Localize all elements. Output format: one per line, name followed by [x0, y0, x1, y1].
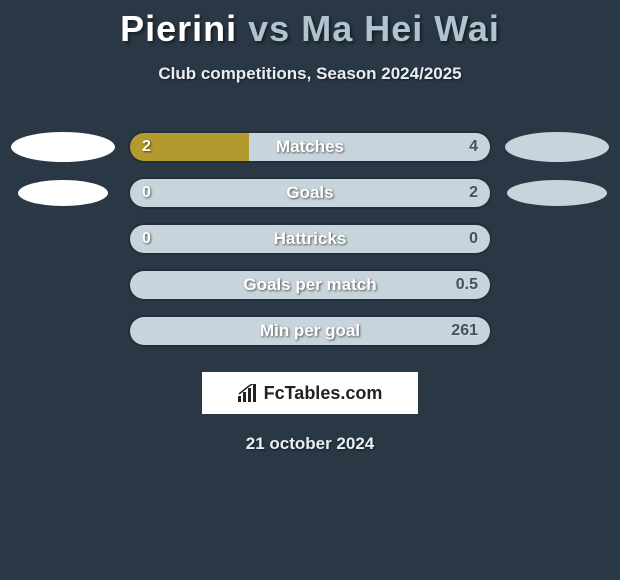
left-team-oval [8, 128, 118, 166]
stat-row: 0.5 Goals per match [0, 262, 620, 308]
left-value: 0 [142, 184, 151, 202]
stat-label: Goals per match [243, 275, 376, 295]
stat-bar: 0 0 Hattricks [128, 223, 492, 255]
chart-icon [238, 384, 260, 402]
right-value: 0 [469, 230, 478, 248]
left-value: 0 [142, 230, 151, 248]
date-text: 21 october 2024 [0, 434, 620, 454]
vs-text: vs [248, 8, 290, 49]
stat-label: Min per goal [260, 321, 360, 341]
player1-name: Pierini [120, 8, 237, 49]
player2-name: Ma Hei Wai [301, 8, 500, 49]
stat-bar: 261 Min per goal [128, 315, 492, 347]
stat-label: Matches [276, 137, 344, 157]
stat-bar: 2 4 Matches [128, 131, 492, 163]
stat-label: Hattricks [274, 229, 347, 249]
stat-row: 2 4 Matches [0, 124, 620, 170]
left-value: 2 [142, 138, 151, 156]
right-team-oval [502, 174, 612, 212]
left-team-oval [8, 174, 118, 212]
right-value: 2 [469, 184, 478, 202]
right-team-oval [502, 128, 612, 166]
subtitle: Club competitions, Season 2024/2025 [0, 64, 620, 84]
right-value: 261 [451, 322, 478, 340]
stat-row: 261 Min per goal [0, 308, 620, 354]
stat-row: 0 2 Goals [0, 170, 620, 216]
stat-bar: 0.5 Goals per match [128, 269, 492, 301]
stat-row: 0 0 Hattricks [0, 216, 620, 262]
page-title: Pierini vs Ma Hei Wai [0, 0, 620, 50]
stat-bar: 0 2 Goals [128, 177, 492, 209]
brand-box: FcTables.com [202, 372, 418, 414]
right-value: 4 [469, 138, 478, 156]
stat-label: Goals [286, 183, 333, 203]
comparison-chart: 2 4 Matches 0 2 Goals 0 0 Hattricks 0.5 Goals per … [0, 124, 620, 354]
right-value: 0.5 [456, 276, 478, 294]
brand-text: FcTables.com [264, 383, 383, 404]
